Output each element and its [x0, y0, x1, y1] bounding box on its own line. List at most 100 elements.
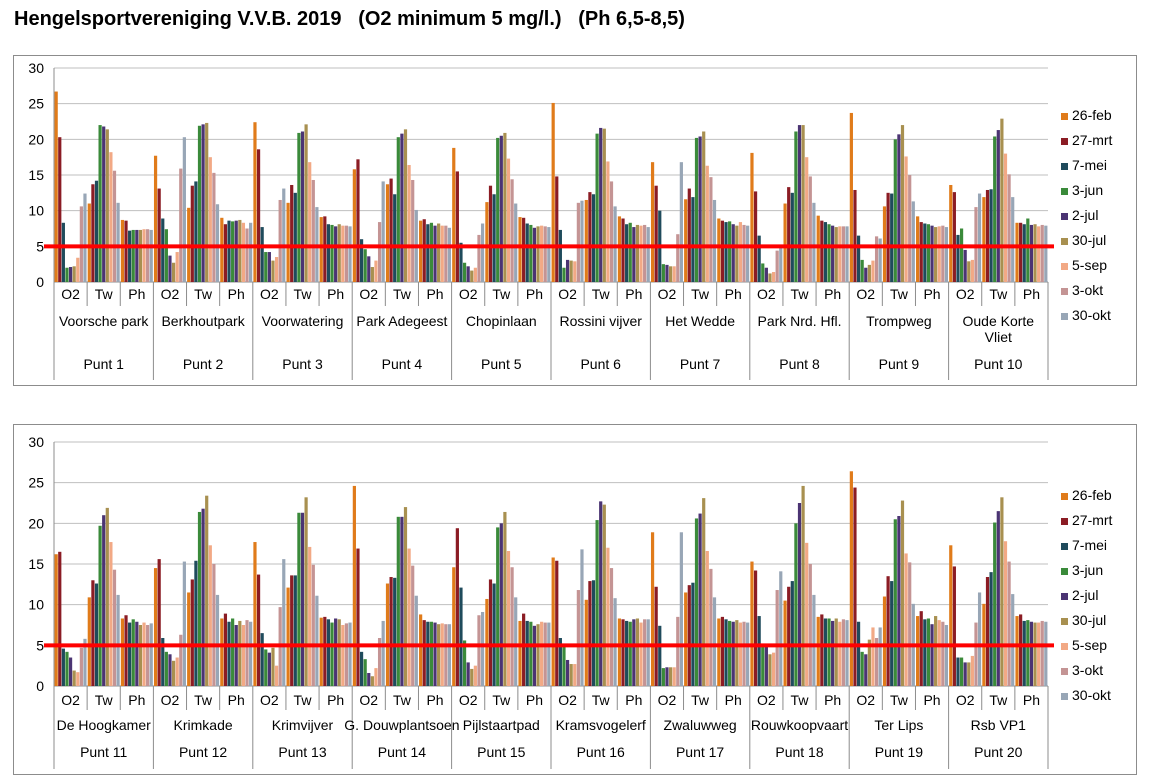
punt-label: Punt 7 [680, 356, 721, 372]
bar [304, 497, 308, 686]
bar [518, 217, 522, 282]
measure-label: O2 [459, 286, 478, 302]
bar [105, 129, 109, 282]
bar [602, 504, 606, 686]
bar [982, 197, 986, 282]
bar [717, 618, 721, 686]
bar [286, 587, 290, 686]
bar [220, 618, 224, 686]
bar [735, 620, 739, 686]
location-label: Vliet [985, 329, 1012, 345]
legend-swatch [1061, 313, 1068, 320]
measure-label: Ph [625, 692, 642, 708]
chart-2: 0 5 10 15 20 25 30 O2 Tw Ph De Hoogkamer Punt 11 O2 T… [28, 434, 1113, 769]
bar [996, 511, 1000, 686]
y-tick-label: 5 [36, 238, 44, 254]
punt-label: Punt 2 [183, 356, 224, 372]
bar [576, 202, 580, 282]
bar [171, 262, 176, 282]
bar [319, 217, 323, 282]
punt-label: Punt 4 [382, 356, 423, 372]
bar [930, 225, 934, 282]
punt-label: Punt 1 [83, 356, 124, 372]
punt-label: Punt 10 [974, 356, 1022, 372]
y-tick-label: 20 [28, 515, 44, 531]
bar [705, 550, 709, 686]
bar [952, 192, 956, 282]
bar [617, 618, 622, 686]
bar [87, 203, 91, 282]
bar [197, 125, 202, 282]
y-tick-label: 0 [36, 678, 44, 694]
measure-label: Ph [327, 286, 344, 302]
bar [109, 152, 113, 282]
bar [485, 598, 489, 686]
bar [558, 638, 562, 686]
bar [654, 185, 658, 282]
bar [466, 662, 470, 686]
bar [444, 624, 448, 686]
bar [698, 513, 702, 686]
bar [205, 495, 209, 686]
legend-swatch [1061, 263, 1068, 270]
bar [470, 270, 474, 282]
bar [679, 532, 683, 686]
bar [746, 225, 750, 282]
bar [893, 519, 897, 686]
bar [477, 615, 481, 686]
bar [547, 227, 551, 282]
bar [264, 649, 268, 686]
bar [68, 657, 73, 686]
bar [643, 224, 647, 282]
bar [393, 194, 397, 282]
bar [348, 622, 352, 686]
bar [635, 224, 640, 282]
bar [282, 559, 286, 686]
bar [1044, 621, 1048, 686]
y-tick-label: 15 [28, 167, 44, 183]
bar [518, 620, 522, 686]
legend-swatch [1061, 543, 1068, 550]
bar [58, 551, 62, 686]
measure-label: Tw [791, 286, 810, 302]
legend-swatch [1061, 668, 1068, 675]
bar [447, 227, 452, 282]
bar [764, 645, 768, 686]
bar [370, 267, 374, 282]
bar [231, 618, 235, 686]
bar [480, 611, 485, 686]
bar [923, 619, 927, 686]
bar [76, 672, 80, 686]
bar [315, 595, 319, 686]
bar [356, 159, 360, 282]
bar [635, 618, 640, 686]
location-label: Krimvijver [272, 717, 334, 733]
bar [956, 234, 960, 282]
bar [367, 256, 371, 282]
bar [234, 625, 238, 686]
bar [444, 225, 448, 282]
bar [377, 222, 382, 282]
bar [944, 625, 949, 686]
bar [142, 229, 146, 282]
measure-label: Tw [592, 286, 611, 302]
measure-label: Tw [194, 692, 213, 708]
bar [694, 518, 699, 686]
bar [779, 571, 783, 686]
bar [562, 646, 566, 686]
bar [201, 124, 205, 282]
measure-label: Tw [691, 286, 710, 302]
bar [790, 581, 794, 686]
punt-label: Punt 17 [676, 744, 724, 760]
bar [87, 597, 91, 686]
bar [606, 547, 610, 686]
bar [131, 229, 135, 282]
bar [643, 619, 647, 686]
location-label: Rsb VP1 [971, 717, 1026, 733]
bar [672, 667, 676, 686]
legend-label: 30-jul [1072, 612, 1106, 628]
bar [632, 227, 636, 282]
bar [787, 586, 791, 686]
measure-label: Tw [989, 692, 1008, 708]
bar [175, 252, 179, 282]
